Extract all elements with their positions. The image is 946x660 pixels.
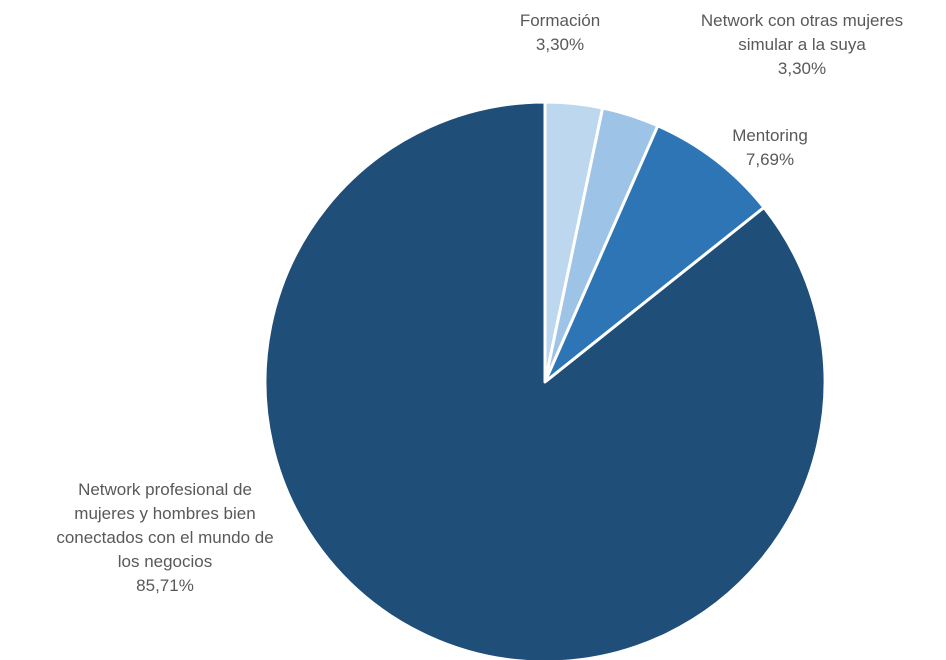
slice-label-network-profesional-line-4: los negocios bbox=[117, 552, 213, 571]
slice-label-formacion: Formación 3,30% bbox=[475, 9, 645, 57]
slice-label-network-profesional-line-3: conectados con el mundo de bbox=[56, 528, 274, 547]
slice-label-mentoring-line-1: Mentoring bbox=[732, 126, 808, 145]
slice-value-formacion: 3,30% bbox=[535, 35, 585, 54]
slice-label-network-profesional: Network profesional de mujeres y hombres… bbox=[10, 478, 320, 598]
slice-label-network-mujeres-line-1: Network con otras mujeres bbox=[700, 11, 904, 30]
pie-slice-mentoring bbox=[543, 124, 766, 384]
slice-label-network-mujeres-line-2: simular a la suya bbox=[738, 35, 866, 54]
slice-value-network-profesional: 85,71% bbox=[136, 576, 194, 595]
slice-value-mentoring: 7,69% bbox=[745, 150, 795, 169]
slice-value-network-mujeres: 3,30% bbox=[777, 59, 827, 78]
pie-slice-network-profesional bbox=[263, 100, 827, 660]
slice-label-network-profesional-line-1: Network profesional de bbox=[78, 480, 252, 499]
slice-label-network-profesional-line-2: mujeres y hombres bien bbox=[74, 504, 256, 523]
slice-label-formacion-line-1: Formación bbox=[519, 11, 601, 30]
slice-label-mentoring: Mentoring 7,69% bbox=[705, 124, 835, 172]
slice-label-network-mujeres: Network con otras mujeres simular a la s… bbox=[662, 9, 942, 81]
